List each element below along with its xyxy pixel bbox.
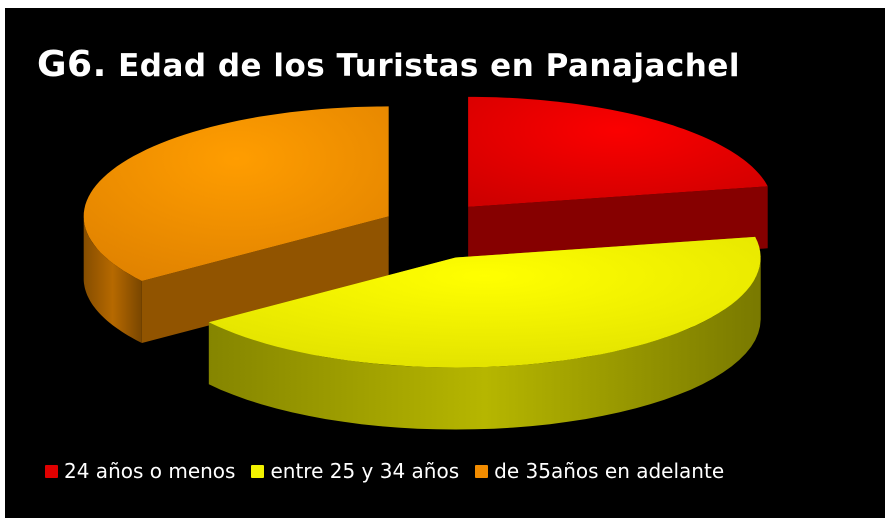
slice-top-face: [83, 106, 389, 282]
chart-panel: G6. Edad de los Turistas en Panajachel 2…: [5, 8, 885, 518]
slice-top-face: [468, 96, 768, 207]
slice-side-wall: [141, 216, 389, 343]
pie-slice: [83, 106, 389, 343]
pie-slice: [208, 236, 761, 430]
legend-swatch: [45, 464, 58, 478]
legend-swatch: [475, 464, 489, 478]
legend-item: entre 25 y 34 años: [251, 459, 459, 483]
legend-label: entre 25 y 34 años: [270, 459, 460, 483]
legend-label: 24 años o menos: [64, 459, 236, 483]
legend-item: de 35años en adelante: [475, 459, 724, 483]
slice-outer-wall: [208, 257, 761, 430]
pie-chart: [83, 96, 768, 430]
legend-swatch: [251, 464, 265, 478]
chart-title: G6. Edad de los Turistas en Panajachel: [37, 44, 740, 85]
legend-item: 24 años o menos: [45, 459, 235, 483]
slice-outer-wall: [83, 216, 142, 343]
chart-title-prefix: G6.: [37, 44, 107, 85]
slice-top-face: [208, 236, 761, 368]
chart-legend: 24 años o menos entre 25 y 34 años de 35…: [45, 459, 724, 483]
legend-label: de 35años en adelante: [494, 459, 725, 483]
chart-title-text: Edad de los Turistas en Panajachel: [118, 48, 741, 84]
